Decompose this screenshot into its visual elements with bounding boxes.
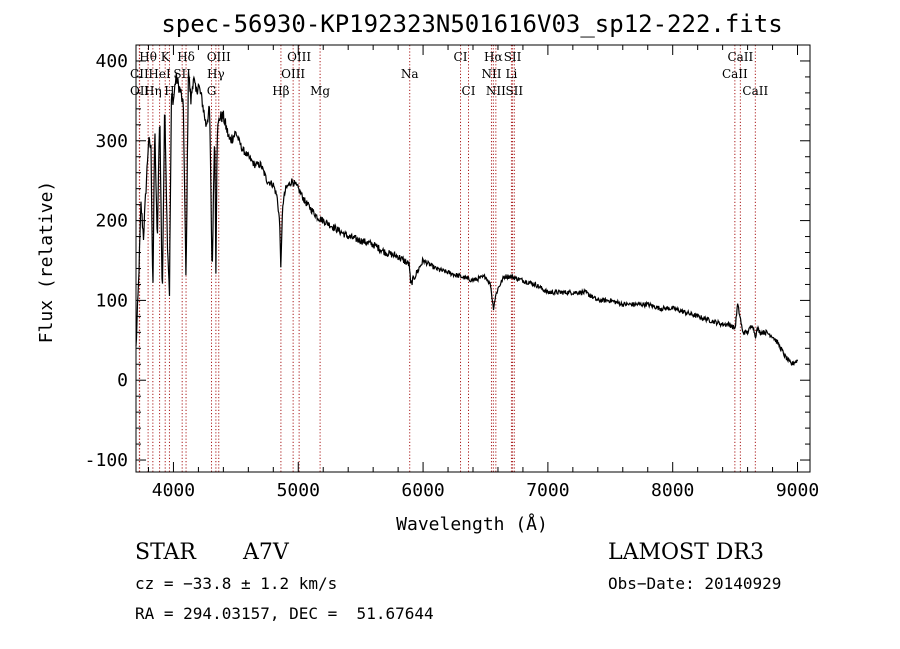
line-label-H-delta: Hδ xyxy=(177,50,195,64)
line-label-O-III-4959: OIII xyxy=(281,67,305,81)
line-label-H-alpha: Hα xyxy=(484,50,503,64)
line-label-O-II-3727: OII xyxy=(130,84,150,98)
line-label-Ca-II-H: H xyxy=(164,84,174,98)
line-label-Na: Na xyxy=(401,67,419,81)
line-label-S-II-6731: SII xyxy=(505,84,523,98)
line-label-Ca-II-8542: CaII xyxy=(727,50,753,64)
coordinates: RA = 294.03157, DEC = 51.67644 xyxy=(135,604,434,623)
line-label-H-eta: Hη xyxy=(144,84,162,98)
line-label-S-II-6717: SII xyxy=(504,50,522,64)
x-tick-label: 8000 xyxy=(651,480,694,501)
line-label-Ca-I: CI xyxy=(454,50,468,64)
survey-name: LAMOST DR3 xyxy=(608,540,764,565)
x-tick-label: 9000 xyxy=(776,480,819,501)
y-tick-label: 400 xyxy=(95,51,128,72)
y-tick-label: 300 xyxy=(95,131,128,152)
x-axis-ticks: 4000 5000 6000 7000 8000 9000 xyxy=(147,45,819,501)
line-label-Li: Li xyxy=(506,67,518,81)
x-tick-label: 4000 xyxy=(152,480,195,501)
spectral-line-markers xyxy=(138,45,756,472)
line-label-S-II-4070: SII xyxy=(173,67,191,81)
plot-frame xyxy=(135,44,811,473)
line-label-H-theta: Hθ xyxy=(139,50,157,64)
line-label-He-I-3889: HeI xyxy=(148,67,171,81)
line-label-Ca-I-6364: CI xyxy=(462,84,476,98)
line-label-Ca-II-K: K xyxy=(161,50,171,64)
object-subclass: A7V xyxy=(243,540,289,565)
x-tick-label: 7000 xyxy=(526,480,569,501)
x-tick-label: 6000 xyxy=(401,480,444,501)
chart-title: spec-56930-KP192323N501616V03_sp12-222.f… xyxy=(161,10,782,38)
line-label-H-gamma: Hγ xyxy=(207,67,225,81)
y-tick-label: 100 xyxy=(95,290,128,311)
y-axis-ticks: -100 0 100 200 300 400 xyxy=(85,44,810,471)
line-label-Ca-II-3727: CII xyxy=(130,67,149,81)
y-axis-label: Flux (relative) xyxy=(36,181,57,344)
line-label-O-III-5007: OIII xyxy=(287,50,311,64)
x-tick-label: 5000 xyxy=(277,480,320,501)
x-axis-label: Wavelength (Å) xyxy=(396,513,548,535)
line-label-H-beta: Hβ xyxy=(272,84,289,98)
line-label-N-II-6548: NII xyxy=(481,67,501,81)
line-label-O-III-4363: OIII xyxy=(207,50,231,64)
y-tick-label: 0 xyxy=(117,370,128,391)
line-label-Ca-II-8498: CaII xyxy=(722,67,748,81)
object-class: STAR xyxy=(135,540,196,565)
observation-date: Obs−Date: 20140929 xyxy=(608,574,782,593)
redshift-cz: cz = −33.8 ± 1.2 km/s xyxy=(135,574,338,593)
line-label-Mg: Mg xyxy=(310,84,330,98)
line-label-Ca-II-8662: CaII xyxy=(742,84,768,98)
y-tick-label: -100 xyxy=(85,450,128,471)
y-tick-label: 200 xyxy=(95,211,128,232)
spectrum-series-line xyxy=(135,72,799,367)
line-label-G-band: G xyxy=(207,84,217,98)
line-label-N-II-6583: NII xyxy=(486,84,506,98)
